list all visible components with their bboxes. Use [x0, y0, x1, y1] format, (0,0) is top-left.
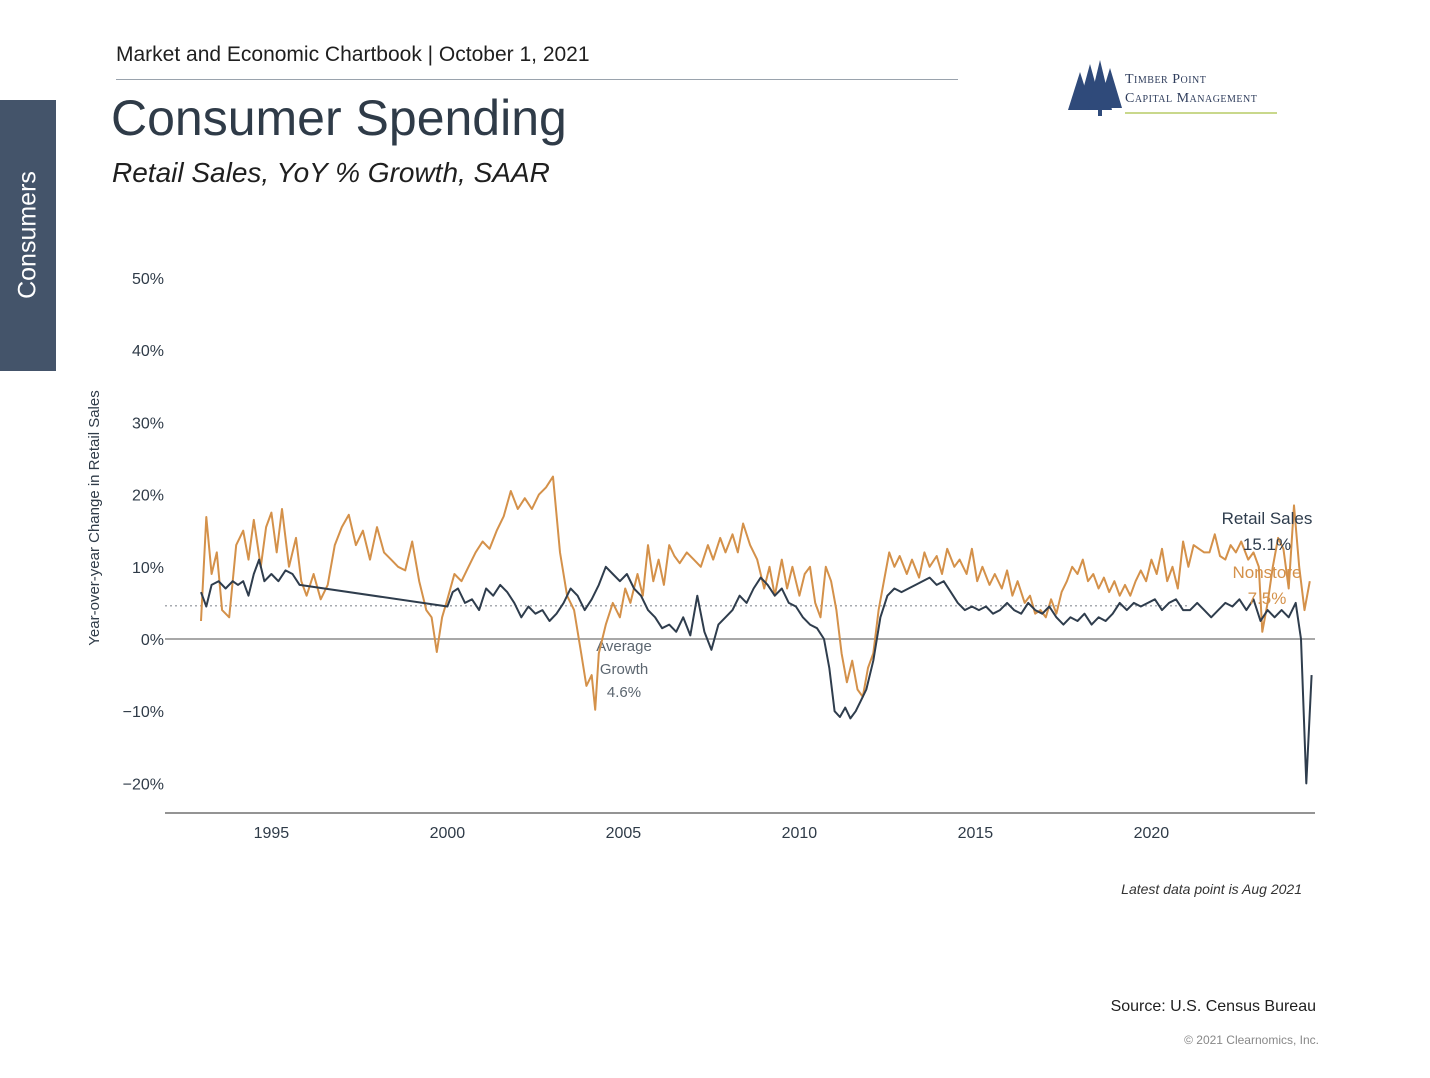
series-value-label: 15.1% [1243, 535, 1291, 554]
series-line-retail-sales [200, 558, 1313, 785]
average-label: Growth [600, 661, 648, 678]
average-label: 4.6% [607, 684, 641, 701]
y-tick-label: −20% [123, 776, 164, 793]
logo-underline [1125, 112, 1277, 114]
x-tick-label: 2010 [782, 825, 818, 842]
y-tick-label: 0% [141, 632, 164, 649]
y-axis-label: Year-over-year Change in Retail Sales [86, 390, 103, 645]
x-tick-label: 2015 [958, 825, 994, 842]
x-tick-label: 2000 [430, 825, 466, 842]
y-tick-label: −10% [123, 704, 164, 721]
source-note: Source: U.S. Census Bureau [1110, 998, 1316, 1015]
x-tick-label: 2005 [606, 825, 642, 842]
series-label: Retail Sales [1222, 509, 1313, 528]
x-tick-label: 1995 [254, 825, 290, 842]
y-tick-label: 10% [132, 560, 164, 577]
page-subtitle: Retail Sales, YoY % Growth, SAAR [112, 157, 550, 188]
y-tick-label: 20% [132, 488, 164, 505]
y-tick-label: 40% [132, 343, 164, 360]
series-label: Nonstore [1233, 563, 1302, 582]
section-tab: Consumers [0, 100, 56, 371]
pine-trees-icon [1068, 60, 1122, 116]
y-tick-label: 50% [132, 271, 164, 288]
header-divider [116, 79, 958, 80]
copyright-note: © 2021 Clearnomics, Inc. [1184, 1033, 1319, 1047]
y-tick-label: 30% [132, 415, 164, 432]
latest-data-note: Latest data point is Aug 2021 [1121, 881, 1302, 897]
series-line-nonstore [200, 475, 1311, 711]
logo-line-1: Timber Point [1125, 72, 1207, 87]
series-value-label: 7.5% [1248, 589, 1287, 608]
page-title: Consumer Spending [111, 90, 567, 146]
average-label: Average [596, 638, 652, 655]
logo-line-2: Capital Management [1125, 91, 1258, 106]
chartbook-header: Market and Economic Chartbook | October … [116, 43, 590, 66]
x-tick-label: 2020 [1134, 825, 1170, 842]
